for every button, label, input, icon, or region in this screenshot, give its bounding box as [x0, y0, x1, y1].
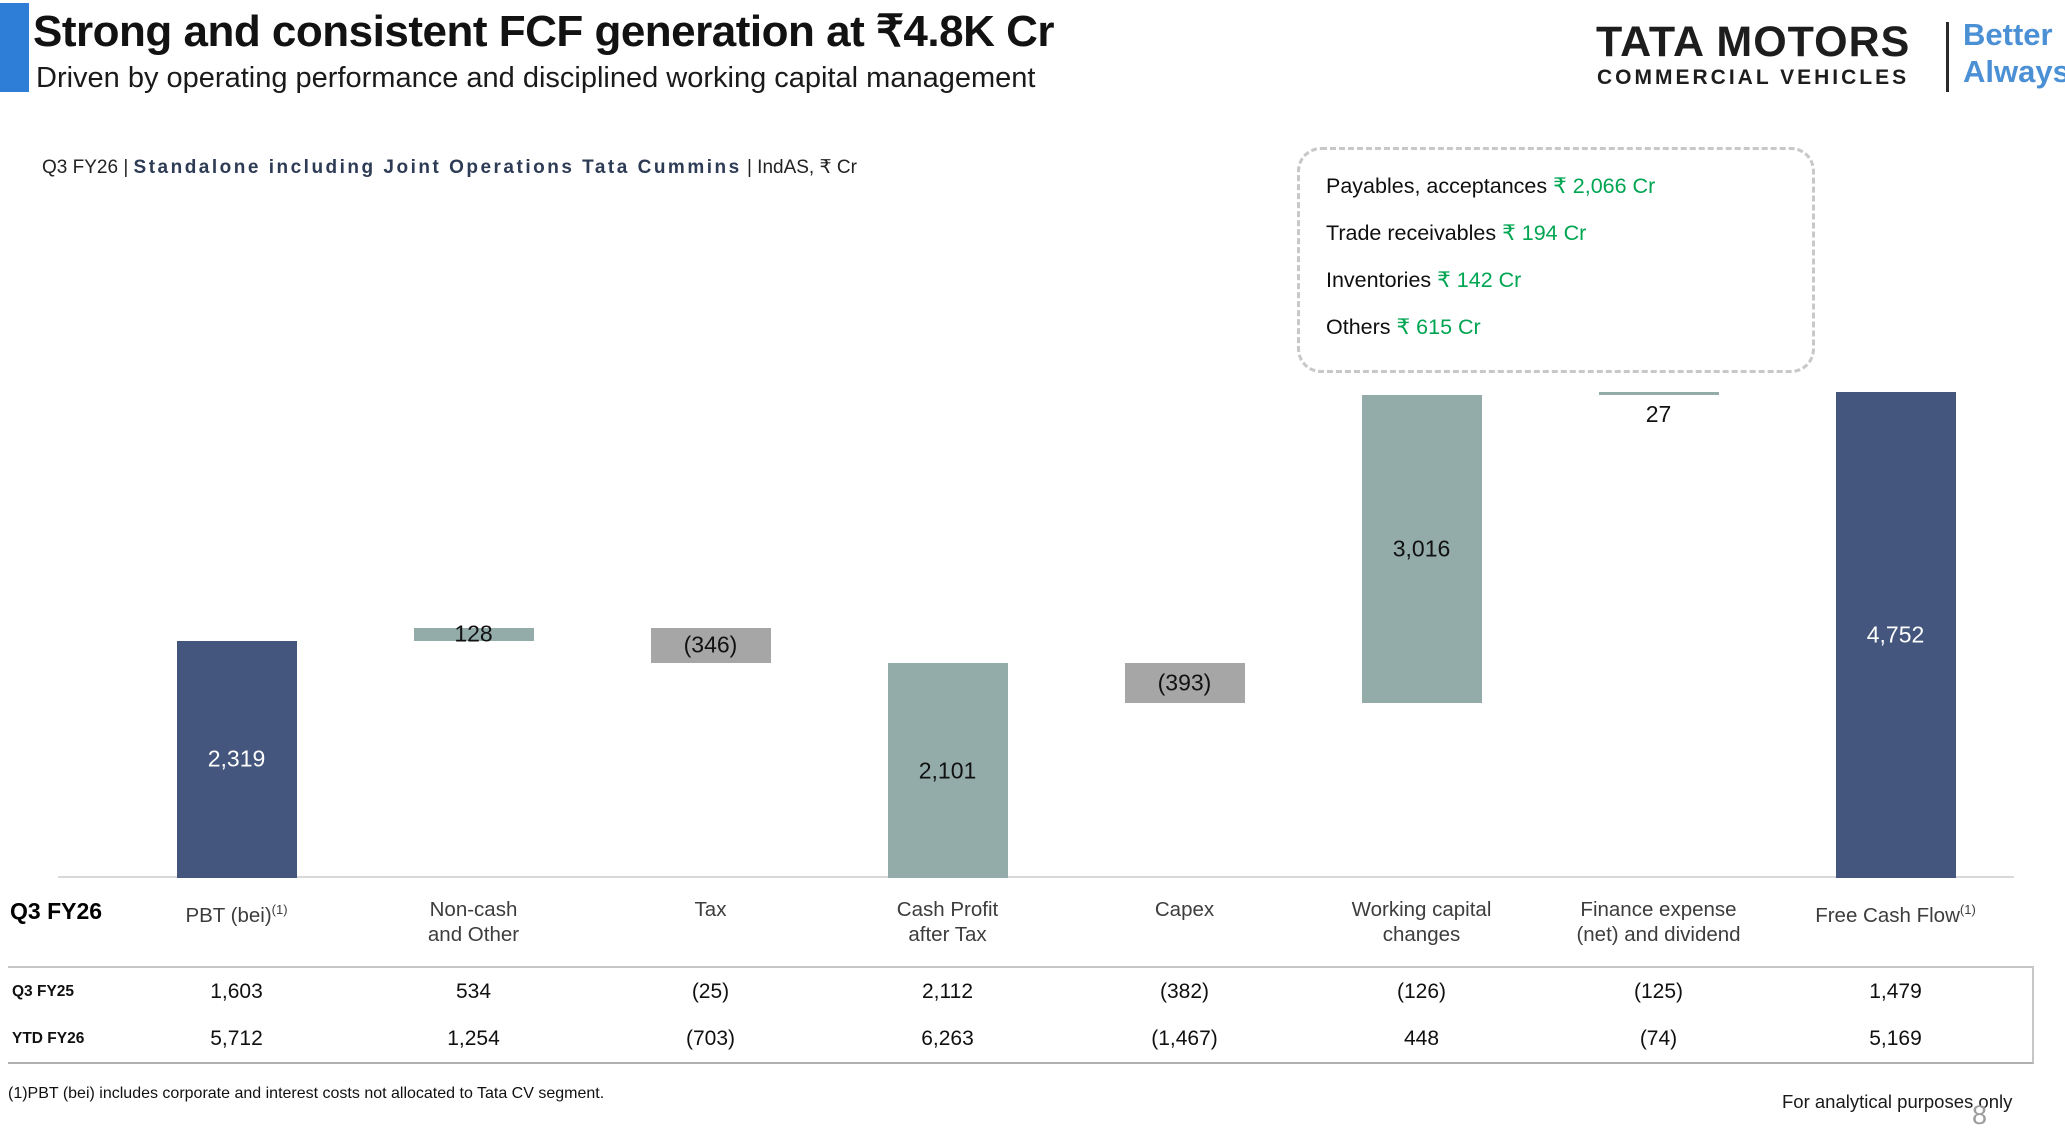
page-title: Strong and consistent FCF generation at … [33, 7, 1055, 56]
category-axis-row: Q3 FY26 PBT (bei)(1) Non-cash and Other Tax… [0, 892, 2014, 947]
disclaimer-text: For analytical purposes only [1782, 1091, 2013, 1112]
callout-item: Payables, acceptances ₹ 2,066 Cr [1326, 174, 1812, 221]
table-cell-1-6: (74) [1639, 1026, 1678, 1050]
callout-label: Others [1326, 315, 1391, 339]
category-label-3: Cash Profit after Tax [896, 898, 999, 946]
bar-value-label-0: 2,319 [207, 745, 266, 772]
table-cell-0-3: 2,112 [922, 979, 973, 1003]
waterfall-bar-4 [1124, 663, 1245, 704]
waterfall-bar-3 [887, 663, 1008, 878]
bar-value-label-5: 3,016 [1392, 535, 1451, 562]
logo-divider [1946, 22, 1949, 92]
logo-tagline: Better Always [1963, 16, 2065, 90]
table-cell-0-1: 534 [455, 979, 492, 1003]
context-scope: Standalone including Joint Operations Ta… [133, 157, 742, 178]
callout-item: Trade receivables ₹ 194 Cr [1326, 221, 1812, 268]
x-axis-line [58, 876, 2014, 878]
waterfall-bar-6 [1598, 391, 1719, 395]
page-number: 8 [1972, 1100, 1988, 1130]
category-label-4: Capex [1154, 898, 1215, 921]
tagline-line2: Always [1963, 54, 2065, 89]
context-prefix: Q3 FY26 | [42, 157, 134, 178]
table-cell-0-7: 1,479 [1869, 979, 1922, 1003]
category-label-1: Non-cash and Other [427, 898, 520, 946]
table-row-q3-fy25: Q3 FY25 1,603 534 (25) 2,112 (382) (126) (125) 1… [8, 968, 2032, 1015]
table-cell-0-4: (382) [1159, 979, 1210, 1003]
bar-value-label-3: 2,101 [918, 757, 977, 784]
category-label-7: Free Cash Flow(1) [1815, 902, 1976, 927]
callout-label: Payables, acceptances [1326, 174, 1548, 198]
row-label: Q3 FY25 [12, 982, 75, 1000]
callout-label: Trade receivables [1326, 221, 1497, 245]
category-label-6: Finance expense (net) and dividend [1576, 898, 1741, 946]
table-cell-1-4: (1,467) [1151, 1026, 1218, 1050]
table-cell-0-6: (125) [1633, 979, 1684, 1003]
bar-value-label-4: (393) [1157, 669, 1212, 696]
bar-value-label-2: (346) [683, 631, 738, 658]
table-cell-1-1: 1,254 [447, 1026, 500, 1050]
table-cell-0-5: (126) [1396, 979, 1447, 1003]
waterfall-bar-7 [1835, 391, 1956, 878]
category-label-2: Tax [694, 898, 727, 921]
waterfall-bar-1 [413, 627, 534, 641]
bar-value-label-6: 27 [1645, 400, 1672, 427]
callout-value: ₹ 2,066 Cr [1553, 174, 1656, 198]
callout-item: Inventories ₹ 142 Cr [1326, 268, 1812, 315]
table-cell-1-5: 448 [1403, 1026, 1440, 1050]
comparison-table: Q3 FY25 1,603 534 (25) 2,112 (382) (126) (125) 1… [8, 966, 2034, 1064]
callout-value: ₹ 194 Cr [1502, 221, 1587, 245]
footnote: (1)PBT (bei) includes corporate and inte… [8, 1085, 605, 1102]
logo-division-label: COMMERCIAL VEHICLES [1597, 66, 1910, 89]
page-subtitle: Driven by operating performance and disc… [36, 62, 1036, 94]
table-cell-0-2: (25) [691, 979, 730, 1003]
waterfall-bar-5 [1361, 394, 1482, 704]
table-cell-1-3: 6,263 [921, 1026, 974, 1050]
footnote-marker: (1) [271, 902, 288, 917]
callout-item: Others ₹ 615 Cr [1326, 315, 1812, 362]
category-label-0: PBT (bei)(1) [185, 902, 288, 927]
table-cell-1-0: 5,712 [210, 1026, 263, 1050]
bar-value-label-7: 4,752 [1866, 621, 1925, 648]
context-suffix: | IndAS, ₹ Cr [741, 157, 857, 178]
accent-bar [0, 3, 29, 92]
table-cell-1-2: (703) [685, 1026, 736, 1050]
working-capital-callout: Payables, acceptances ₹ 2,066 Cr Trade r… [1297, 147, 1815, 373]
tagline-line1: Better [1963, 17, 2053, 52]
table-cell-1-7: 5,169 [1869, 1026, 1922, 1050]
waterfall-bar-0 [176, 640, 297, 878]
category-label-5: Working capital changes [1351, 898, 1492, 946]
table-row-ytd-fy26: YTD FY26 5,712 1,254 (703) 6,263 (1,467) 448 (7… [8, 1015, 2032, 1062]
waterfall-chart: 2,319 128 (346) 2,101 (393) 3,016 27 4,752 [118, 288, 2014, 878]
table-cell-0-0: 1,603 [210, 979, 263, 1003]
callout-label: Inventories [1326, 268, 1432, 292]
callout-value: ₹ 615 Cr [1396, 315, 1481, 339]
row-label: YTD FY26 [12, 1029, 85, 1047]
callout-value: ₹ 142 Cr [1437, 268, 1522, 292]
series-row-label: Q3 FY26 [10, 898, 103, 924]
context-line: Q3 FY26 | Standalone including Joint Ope… [42, 156, 857, 179]
waterfall-bar-2 [650, 627, 771, 664]
tata-motors-logo: TATA MOTORS [1596, 18, 1911, 66]
bar-value-label-1: 128 [454, 620, 493, 647]
footnote-marker: (1) [1959, 902, 1976, 917]
